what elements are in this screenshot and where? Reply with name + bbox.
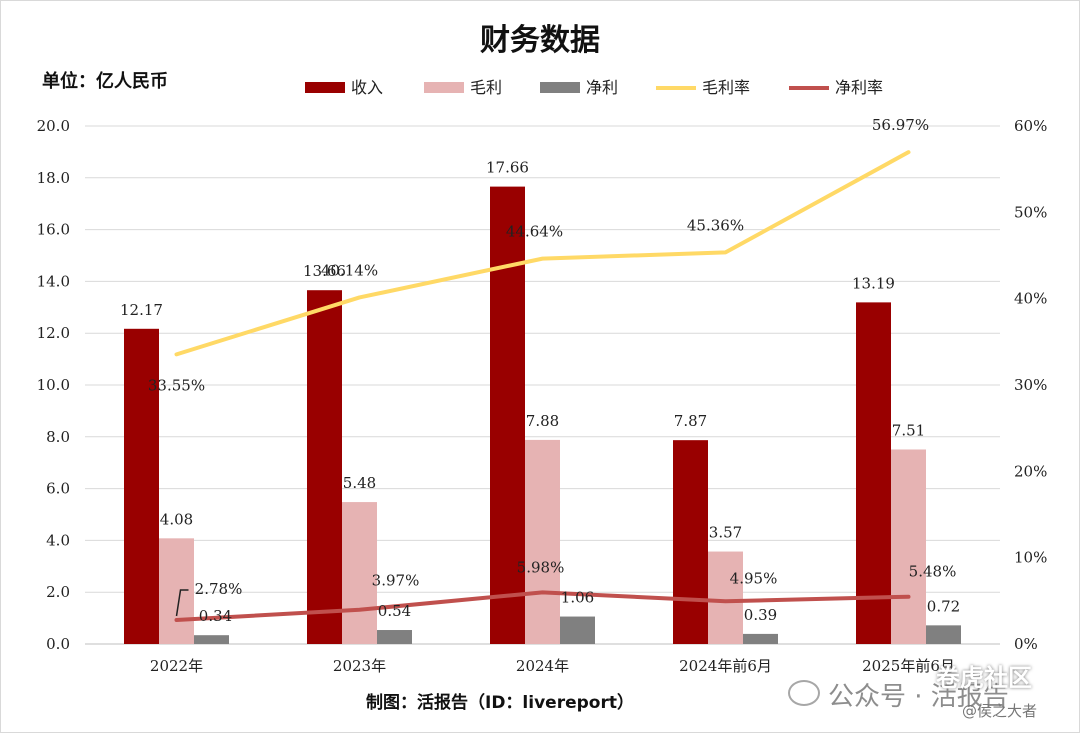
x-tick-label: 2025年前6月 [862, 657, 955, 675]
y-right-tick-label: 0% [1014, 635, 1038, 653]
bar-收入 [124, 328, 159, 644]
y-left-tick-label: 12.0 [37, 324, 70, 342]
y-left-tick-label: 0.0 [46, 635, 70, 653]
watermark-corner: 卷虎社区 [936, 664, 1032, 692]
x-tick-label: 2023年 [333, 657, 386, 675]
y-right-tick-label: 60% [1014, 117, 1047, 135]
line-data-label: 4.95% [730, 569, 778, 587]
bar-data-label: 0.54 [378, 602, 411, 620]
legend-swatch-收入 [305, 82, 345, 93]
y-left-tick-label: 2.0 [46, 583, 70, 601]
bar-data-label: 1.06 [561, 589, 594, 607]
bar-收入 [856, 302, 891, 644]
bar-收入 [307, 290, 342, 644]
line-净利率 [174, 590, 911, 622]
legend-label: 毛利率 [702, 78, 750, 97]
bar-data-label: 0.72 [927, 597, 960, 615]
chart-title: 财务数据 [480, 23, 600, 58]
unit-label: 单位：亿人民币 [42, 70, 168, 92]
line-series [174, 150, 911, 622]
bar-净利 [377, 630, 412, 644]
bar-毛利 [342, 502, 377, 644]
legend-swatch-毛利 [424, 82, 464, 93]
bar-data-label: 7.51 [892, 421, 925, 439]
y-left-tick-label: 6.0 [46, 480, 70, 498]
y-right-tick-label: 50% [1014, 203, 1047, 221]
gridlines [85, 125, 1000, 645]
y-right-tick-label: 20% [1014, 462, 1047, 480]
data-labels: 12.17 13.66 17.66 7.87 13.19 4.08 5.48 7.88 3.57… [120, 116, 960, 625]
line-data-label: 33.55% [148, 376, 205, 394]
y-right-tick-label: 40% [1014, 290, 1047, 308]
line-data-label: 45.36% [687, 216, 744, 234]
y-left-tick-label: 4.0 [46, 531, 70, 549]
bar-data-label: 0.39 [744, 606, 777, 624]
line-毛利率 [174, 150, 911, 357]
bar-净利 [194, 635, 229, 644]
bar-data-label: 7.87 [674, 412, 707, 430]
y-left-tick-label: 10.0 [37, 376, 70, 394]
line-data-label: 3.97% [372, 572, 420, 590]
legend: 收入 毛利 净利 毛利率 净利率 [305, 78, 883, 97]
y-right-tick-label: 10% [1014, 549, 1047, 567]
bar-data-label: 17.66 [486, 159, 529, 177]
bar-data-label: 5.48 [343, 474, 376, 492]
wechat-icon [788, 680, 820, 706]
legend-swatch-净利 [540, 82, 580, 93]
y-left-tick-label: 8.0 [46, 428, 70, 446]
bar-毛利 [708, 551, 743, 644]
watermark-main: 公众号 · 活报告 [828, 682, 1009, 712]
source-label: 制图：活报告（ID：livereport） [366, 692, 634, 713]
x-tick-label: 2024年 [516, 657, 569, 675]
bar-毛利 [159, 538, 194, 644]
bar-毛利 [891, 449, 926, 644]
watermark-sub: @侯之大者 [962, 702, 1038, 720]
legend-label: 收入 [351, 78, 383, 97]
bar-data-label: 7.88 [526, 412, 559, 430]
y-left-tick-label: 16.0 [37, 221, 70, 239]
bar-收入 [673, 440, 708, 644]
watermark: 公众号 · 活报告 卷虎社区 @侯之大者 [786, 664, 1076, 724]
y-right-tick-label: 30% [1014, 376, 1047, 394]
bar-净利 [743, 633, 778, 644]
bar-data-label: 12.17 [120, 301, 163, 319]
bar-data-label: 13.66 [303, 262, 346, 280]
bar-净利 [926, 625, 961, 644]
line-data-label: 56.97% [872, 116, 929, 134]
y-left-tick-label: 20.0 [37, 117, 70, 135]
legend-label: 净利 [586, 78, 618, 97]
bar-data-label: 4.08 [160, 510, 193, 528]
bar-净利 [560, 616, 595, 644]
line-data-label: 2.78% [195, 580, 243, 598]
line-data-label: 44.64% [506, 223, 563, 241]
line-data-label: 5.98% [517, 558, 565, 576]
line-data-label: 40.14% [321, 261, 378, 279]
y-left-tick-label: 14.0 [37, 272, 70, 290]
bar-data-label: 13.19 [852, 274, 895, 292]
x-tick-label: 2024年前6月 [679, 657, 772, 675]
bar-毛利 [525, 439, 560, 644]
legend-label: 净利率 [835, 78, 883, 97]
leader-line [175, 589, 189, 617]
bar-data-label: 0.34 [199, 607, 232, 625]
bar-data-label: 3.57 [709, 524, 742, 542]
legend-label: 毛利 [470, 78, 502, 97]
axes: 0.0 2.0 4.0 6.0 8.0 10.0 12.0 14.0 16.0 18.0 20.0 0… [37, 117, 1048, 675]
bar-series [124, 186, 961, 644]
line-data-label: 5.48% [909, 563, 957, 581]
y-left-tick-label: 18.0 [37, 169, 70, 187]
x-tick-label: 2022年 [150, 657, 203, 675]
